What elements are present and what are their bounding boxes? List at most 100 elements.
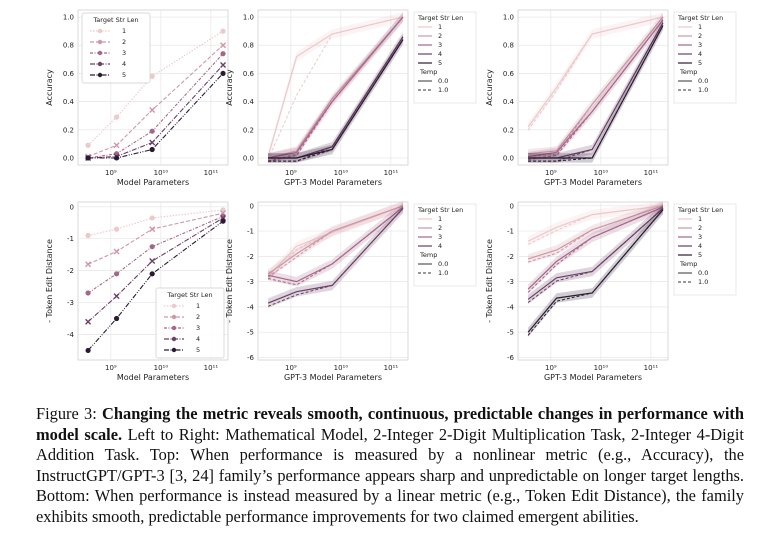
y-tick-label: 0.6: [503, 70, 515, 78]
legend-entry: 5: [438, 59, 442, 67]
y-tick-label: 0.6: [243, 70, 255, 78]
legend-marker: [97, 28, 103, 34]
x-axis-label: GPT-3 Model Parameters: [284, 178, 382, 187]
data-point: [149, 128, 155, 134]
series-line: [88, 64, 224, 159]
series-line: [528, 19, 664, 158]
legend-style-entry: 0.0: [698, 77, 708, 85]
x-axis-label: Model Parameters: [117, 373, 189, 382]
y-tick-label: 1.0: [503, 14, 514, 22]
x-tick-label: 10⁹: [545, 364, 557, 372]
data-point: [149, 146, 155, 153]
x-axis-label: GPT-3 Model Parameters: [544, 373, 642, 382]
series-line: [87, 30, 224, 146]
data-point: [149, 215, 155, 221]
series-line: [528, 25, 664, 159]
y-tick-label: 0.0: [63, 154, 74, 162]
legend-entry: 5: [196, 346, 200, 354]
data-point: [220, 42, 227, 49]
y-tick-label: -1: [247, 228, 254, 236]
x-tick-label: 10¹⁰: [594, 364, 609, 372]
data-point: [85, 232, 91, 239]
legend-entry: 1: [438, 23, 442, 31]
legend-entry: 4: [698, 50, 702, 58]
y-tick-label: -2: [247, 253, 254, 261]
series-line-dashed: [527, 206, 664, 293]
legend-entry: 4: [122, 60, 126, 68]
data-point: [113, 114, 120, 120]
legend-style-entry: 1.0: [438, 86, 448, 94]
legend-marker: [97, 61, 103, 67]
y-tick-label: -5: [247, 329, 254, 337]
y-tick-label: -1: [67, 235, 74, 243]
series-line: [87, 215, 224, 294]
legend-entry: 3: [196, 324, 200, 332]
legend-entry: 3: [698, 41, 702, 49]
x-tick-label: 10¹¹: [644, 169, 659, 177]
x-tick-label: 10⁹: [545, 169, 557, 177]
y-tick-label: 0.2: [503, 126, 514, 134]
series-line-dashed: [527, 16, 664, 131]
data-point: [149, 139, 156, 146]
plot-area: [257, 9, 409, 166]
legend-title: Target Str Len: [677, 14, 723, 22]
legend-entry: 4: [196, 335, 200, 343]
data-point: [149, 258, 156, 265]
chart-panel-4: 10⁹ 10¹⁰ 10¹¹ 0 -1 -2 -3 -4 Model Parameters - To…: [45, 201, 229, 382]
series-line-dashed: [527, 205, 664, 263]
y-tick-label: -3: [247, 278, 254, 286]
legend-entry: 1: [196, 302, 200, 310]
y-tick-label: 1.0: [63, 14, 74, 22]
legend-subtitle: Temp: [419, 68, 437, 76]
x-tick-label: 10¹¹: [384, 364, 399, 372]
series-line-dashed: [268, 16, 404, 162]
data-point: [220, 213, 226, 219]
data-point: [149, 73, 155, 79]
legend-style-entry: 1.0: [698, 278, 708, 286]
legend-entry: 3: [438, 233, 442, 241]
series-line: [267, 16, 404, 159]
y-axis-label: Accuracy: [45, 69, 54, 106]
data-point: [113, 248, 120, 255]
series-line-dashed: [267, 207, 404, 307]
y-tick-label: -2: [67, 267, 74, 275]
series-line-dashed: [267, 206, 404, 286]
x-axis-label: Model Parameters: [117, 178, 189, 187]
caption-label: Figure 3:: [36, 404, 97, 423]
data-point: [220, 51, 226, 57]
data-point: [113, 315, 120, 322]
series-line: [267, 16, 404, 159]
legend-marker: [171, 314, 177, 320]
data-point: [85, 347, 91, 354]
chart-panel-2: 10⁹ 10¹⁰ 10¹¹ 0.0 0.2 0.4 0.6 0.8 1.0 GPT-3 Model…: [225, 9, 477, 187]
legend-subtitle: Temp: [679, 260, 697, 268]
y-tick-label: 0.8: [503, 42, 514, 50]
legend-box: [413, 203, 477, 287]
series-line: [527, 207, 664, 300]
x-tick-label: 10¹¹: [204, 169, 219, 177]
series-band: [528, 202, 663, 294]
series-band: [528, 203, 663, 305]
y-tick-label: 0.4: [63, 98, 75, 106]
x-tick-label: 10¹¹: [204, 364, 219, 372]
legend-title: Target Str Len: [417, 206, 463, 214]
data-point: [85, 290, 91, 296]
legend-title: Target Str Len: [166, 291, 212, 299]
legend-marker: [171, 303, 177, 309]
series-line-dashed: [527, 209, 664, 336]
legend-entry: 4: [698, 242, 702, 250]
series-line-dashed: [528, 22, 664, 162]
series-line-dashed: [528, 19, 664, 161]
legend-marker: [171, 347, 177, 353]
legend-entry: 3: [698, 233, 702, 241]
data-point: [85, 318, 92, 325]
legend: Target Str Len 1 2 3 4 5: [81, 12, 151, 84]
legend-entry: 5: [698, 59, 702, 67]
y-axis-label: - Token Edit Distance: [45, 239, 54, 323]
series-line: [87, 220, 224, 351]
data-point: [113, 226, 120, 232]
series-line: [88, 53, 224, 159]
series-band: [268, 201, 403, 282]
